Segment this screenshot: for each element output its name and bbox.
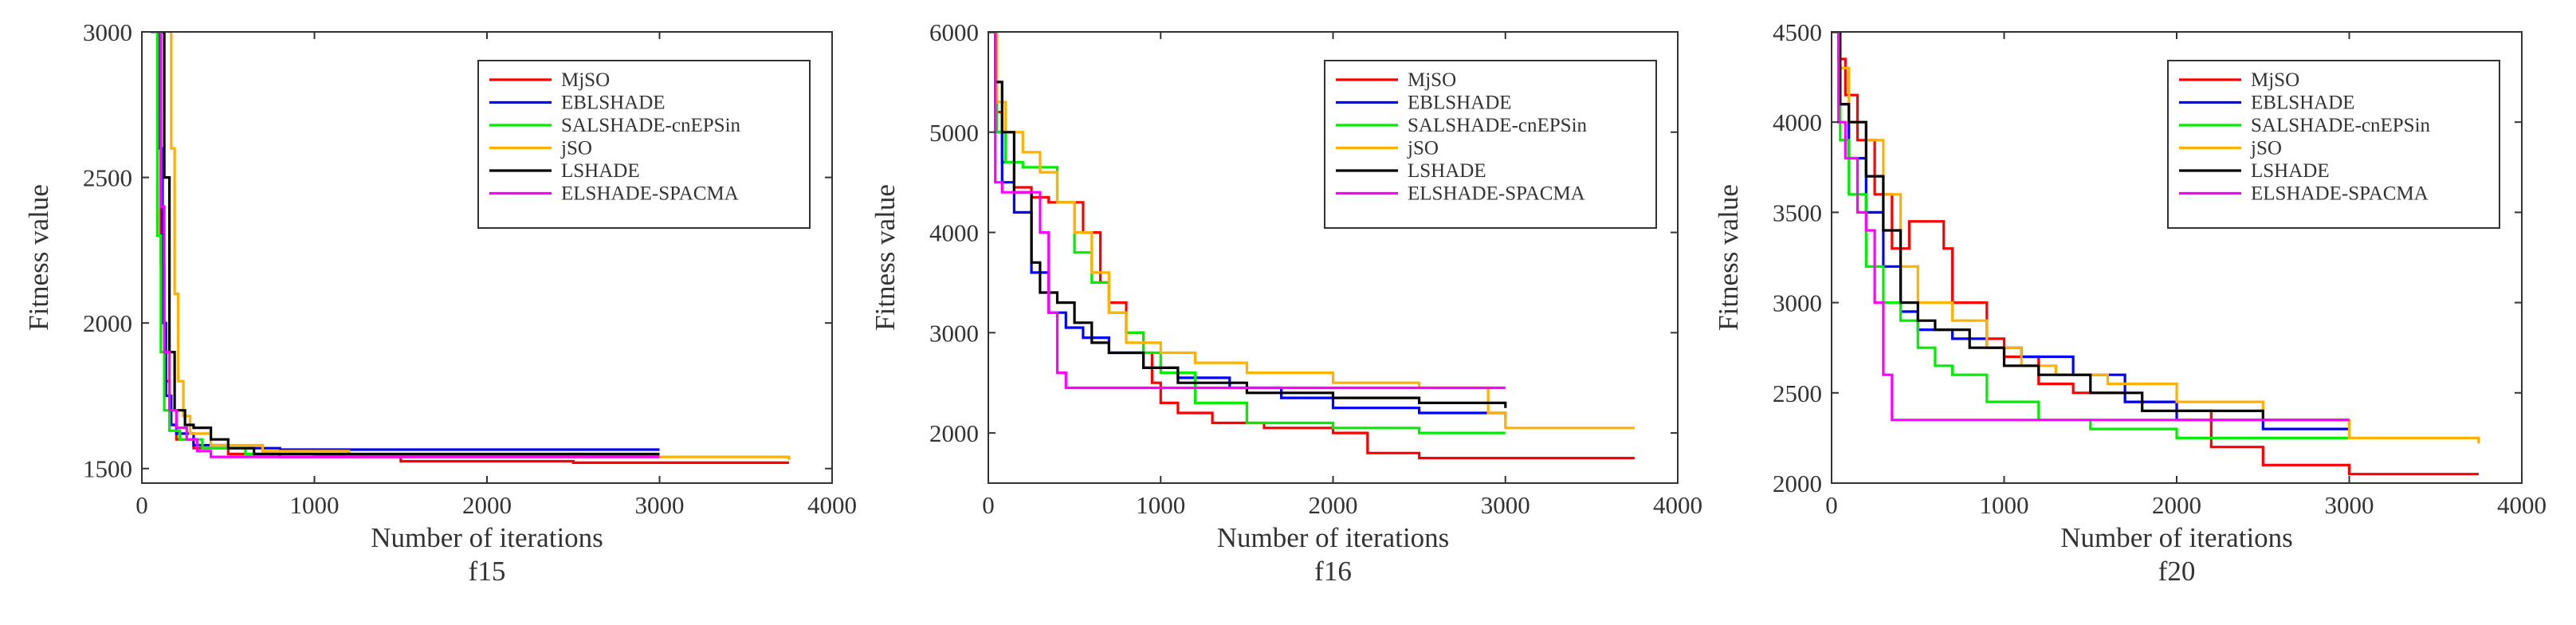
legend-entry: MjSO	[561, 69, 610, 91]
y-tick-label: 2000	[929, 419, 979, 447]
legend: MjSOEBLSHADESALSHADE-cnEPSinjSOLSHADEELS…	[1324, 60, 1657, 229]
legend-entry: SALSHADE-cnEPSin	[561, 115, 741, 136]
legend-box	[2167, 60, 2500, 229]
x-tick-label: 4000	[1653, 491, 1702, 519]
y-tick-label: 5000	[929, 119, 979, 147]
series-line-jso	[988, 32, 1635, 430]
y-tick-label: 6000	[929, 18, 979, 46]
y-tick-label: 1500	[83, 455, 132, 483]
x-tick-label: 2000	[2152, 491, 2201, 519]
series-line-lshade	[1832, 32, 2350, 422]
chart-caption: f16	[1314, 556, 1352, 587]
x-tick-label: 1000	[1136, 491, 1185, 519]
legend-entry: LSHADE	[561, 160, 640, 182]
y-tick-label: 3000	[1773, 289, 1822, 317]
y-tick-label: 4500	[1773, 18, 1822, 46]
series-group	[988, 32, 1635, 460]
x-tick-label: 4000	[2497, 491, 2547, 519]
x-tick-label: 2000	[462, 491, 512, 519]
series-line-lshade	[988, 32, 1507, 408]
legend-entry: LSHADE	[2251, 160, 2330, 182]
series-line-elshade-spacma	[988, 32, 1506, 390]
y-axis-label: Fitness value	[1713, 184, 1744, 331]
y-tick-label: 3000	[929, 319, 979, 347]
y-axis-label: Fitness value	[23, 184, 54, 331]
legend-entry: MjSO	[2251, 69, 2299, 91]
legend-entry: jSO	[1407, 138, 1439, 159]
series-line-jso	[167, 32, 791, 460]
series-line-elshade-spacma	[1832, 32, 2350, 422]
series-line-lshade	[159, 32, 660, 456]
x-tick-label: 0	[1825, 491, 1838, 519]
x-axis-label: Number of iterations	[371, 522, 603, 553]
y-tick-label: 3500	[1773, 199, 1822, 226]
legend-entry: EBLSHADE	[1408, 92, 1512, 114]
y-tick-label: 2000	[83, 309, 132, 337]
chart-f20: 0 1000 2000 3000 4000 2000 2500 3000 3500 4000 450…	[1713, 18, 2547, 587]
legend-entry: MjSO	[1408, 69, 1456, 91]
y-tick-label: 3000	[83, 18, 132, 46]
legend-entry: SALSHADE-cnEPSin	[1408, 115, 1588, 136]
x-tick-label: 4000	[807, 491, 857, 519]
series-line-elshade-spacma	[157, 32, 660, 458]
legend: MjSOEBLSHADESALSHADE-cnEPSinjSOLSHADEELS…	[477, 60, 811, 229]
x-tick-label: 3000	[1481, 491, 1530, 519]
y-tick-label: 4000	[929, 219, 979, 247]
legend-box	[1324, 60, 1657, 229]
legend-entry: jSO	[2250, 138, 2282, 159]
y-axis-label: Fitness value	[870, 184, 901, 331]
legend-entry: ELSHADE-SPACMA	[2251, 183, 2429, 205]
chart-caption: f15	[469, 556, 506, 587]
legend-box	[477, 60, 811, 229]
chart-f15: 0 1000 2000 3000 4000 1500 2000 2500 3000 Number …	[23, 18, 857, 587]
legend: MjSOEBLSHADESALSHADE-cnEPSinjSOLSHADEELS…	[2167, 60, 2500, 229]
legend-entry: SALSHADE-cnEPSin	[2251, 115, 2431, 136]
y-tick-label: 4000	[1773, 108, 1822, 136]
y-tick-label: 2500	[83, 164, 132, 192]
chart-f16: 0 1000 2000 3000 4000 2000 3000 4000 5000 6000 Num…	[870, 18, 1702, 587]
x-tick-label: 2000	[1309, 491, 1358, 519]
legend-entry: LSHADE	[1408, 160, 1486, 182]
y-tick-label: 2500	[1773, 379, 1822, 407]
legend-entry: ELSHADE-SPACMA	[561, 183, 739, 205]
series-group	[1832, 32, 2480, 476]
x-tick-label: 0	[982, 491, 995, 519]
legend-entry: ELSHADE-SPACMA	[1408, 183, 1585, 205]
series-group	[150, 32, 791, 464]
x-axis-label: Number of iterations	[2060, 522, 2293, 553]
y-tick-label: 2000	[1773, 470, 1822, 497]
legend-entry: jSO	[560, 138, 592, 159]
legend-entry: EBLSHADE	[561, 92, 666, 114]
chart-caption: f20	[2158, 556, 2196, 587]
x-tick-label: 1000	[1980, 491, 2029, 519]
legend-entry: EBLSHADE	[2251, 92, 2355, 114]
x-tick-label: 1000	[290, 491, 340, 519]
x-tick-label: 3000	[2325, 491, 2374, 519]
x-tick-label: 3000	[635, 491, 685, 519]
x-axis-label: Number of iterations	[1217, 522, 1450, 553]
x-tick-label: 0	[135, 491, 148, 519]
